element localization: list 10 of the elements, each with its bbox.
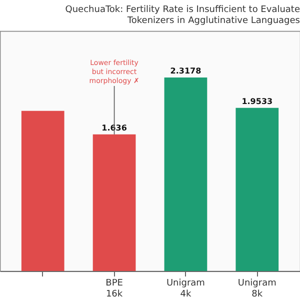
chart-title: QuechuaTok: Fertility Rate is Insufficient to Evaluate Tokenizers in Agglutinative Languages [65, 5, 300, 26]
data-label: 2.3178 [170, 66, 202, 76]
x-tick-label: Unigram 8k [238, 278, 276, 300]
x-tick-label: Unigram 4k [166, 278, 205, 300]
data-label: 1.9533 [242, 96, 273, 106]
bar [92, 134, 136, 271]
bar [236, 108, 279, 271]
x-tick-label: BPE 16k [106, 278, 124, 300]
bar [164, 77, 208, 271]
bar [21, 110, 64, 271]
